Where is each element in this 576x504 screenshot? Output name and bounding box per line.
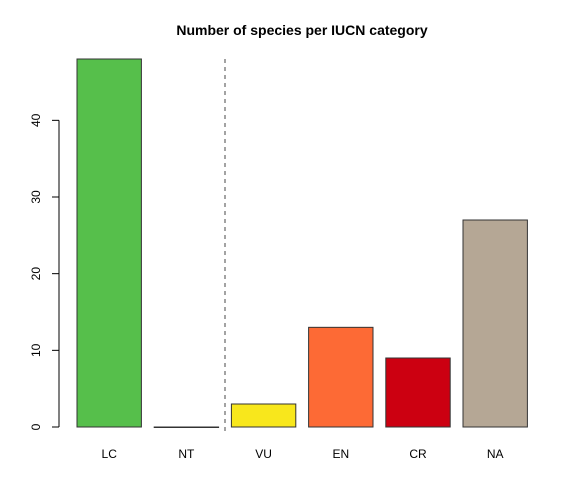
- x-tick-label-cr: CR: [409, 447, 427, 461]
- y-tick-label: 30: [29, 190, 43, 204]
- x-tick-label-nt: NT: [178, 447, 195, 461]
- bar-vu: [230, 403, 297, 428]
- x-tick-label-na: NA: [487, 447, 504, 461]
- bars: [76, 58, 528, 428]
- bar-lc: [76, 58, 142, 428]
- y-tick-label: 10: [29, 343, 43, 357]
- bar-cr: [385, 357, 451, 428]
- bar-en: [308, 326, 374, 428]
- x-tick-label-lc: LC: [102, 447, 118, 461]
- y-axis: 0 10 20 30 40: [29, 113, 60, 430]
- y-tick-label: 40: [29, 113, 43, 127]
- bar-nt: [153, 426, 220, 428]
- x-tick-label-vu: VU: [255, 447, 272, 461]
- bar-na: [462, 219, 528, 428]
- y-tick-label: 0: [29, 423, 43, 430]
- y-tick-label: 20: [29, 267, 43, 281]
- x-axis-labels: LC NT VU EN CR NA: [102, 447, 504, 461]
- x-tick-label-en: EN: [332, 447, 349, 461]
- chart-title: Number of species per IUCN category: [176, 22, 428, 38]
